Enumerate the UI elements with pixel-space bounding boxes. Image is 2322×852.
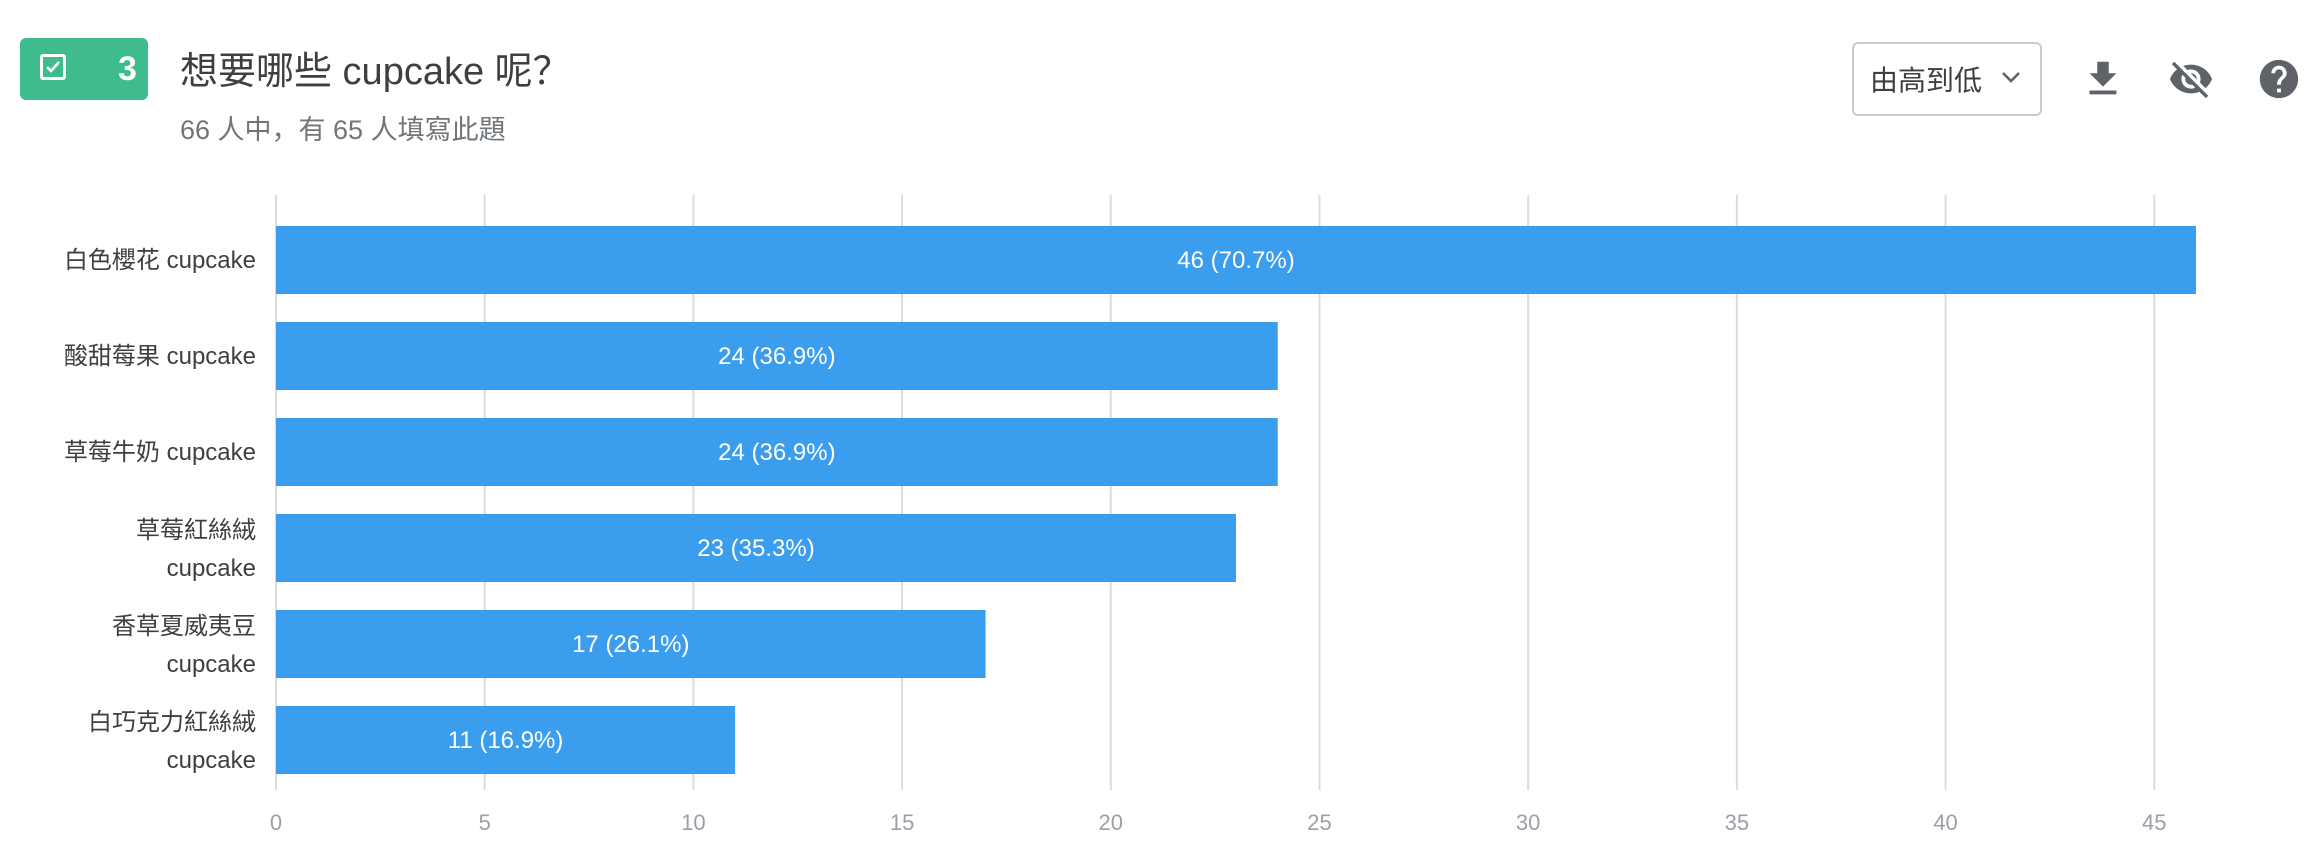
- x-tick-label: 20: [1099, 810, 1123, 835]
- question-number-badge: 3: [20, 38, 148, 100]
- category-label: 草莓牛奶 cupcake: [64, 439, 256, 466]
- data-label: 46 (70.7%): [1177, 247, 1294, 274]
- download-icon: [2089, 61, 2117, 95]
- question-title: 想要哪些 cupcake 呢？: [180, 51, 571, 93]
- sort-order-select[interactable]: 由高到低: [1852, 42, 2042, 116]
- bar-3: [276, 514, 1236, 582]
- x-tick-label: 45: [2142, 810, 2166, 835]
- category-label: cupcake: [167, 651, 256, 678]
- bar-1: [276, 322, 1278, 390]
- x-tick-label: 0: [270, 810, 282, 835]
- x-tick-label: 5: [479, 810, 491, 835]
- category-label: 白色櫻花 cupcake: [64, 247, 256, 274]
- data-label: 24 (36.9%): [718, 343, 835, 370]
- x-tick-label: 30: [1516, 810, 1540, 835]
- bar-5: [276, 706, 736, 774]
- category-label: 草莓紅絲絨: [136, 517, 256, 544]
- data-label: 24 (36.9%): [718, 439, 835, 466]
- visibility-off-icon: [2169, 61, 2213, 99]
- question-number: 3: [118, 50, 137, 88]
- help-icon: [2259, 59, 2299, 99]
- data-label: 17 (26.1%): [572, 631, 689, 658]
- data-label: 23 (35.3%): [697, 535, 814, 562]
- x-tick-label: 25: [1307, 810, 1331, 835]
- x-tick-label: 15: [890, 810, 914, 835]
- category-label: cupcake: [167, 555, 256, 582]
- category-label: 白巧克力紅絲絨: [88, 709, 256, 736]
- bar-0: [276, 226, 2196, 294]
- response-count: 66 人中，有 65 人填寫此題: [180, 115, 506, 145]
- hide-chart-button[interactable]: [2168, 56, 2214, 102]
- category-label: 香草夏威夷豆: [112, 613, 256, 640]
- x-tick-label: 35: [1725, 810, 1749, 835]
- data-label: 11 (16.9%): [448, 727, 564, 754]
- bar-4: [276, 610, 986, 678]
- x-tick-label: 10: [681, 810, 705, 835]
- sort-order-label: 由高到低: [1870, 65, 1983, 96]
- download-button[interactable]: [2080, 56, 2126, 102]
- category-label: 酸甜莓果 cupcake: [64, 343, 256, 370]
- checkbox-icon: [40, 54, 66, 80]
- help-button[interactable]: [2256, 56, 2302, 102]
- chevron-down-icon: [2002, 72, 2020, 83]
- bar-2: [276, 418, 1278, 486]
- category-label: cupcake: [167, 747, 256, 774]
- x-tick-label: 40: [1933, 810, 1957, 835]
